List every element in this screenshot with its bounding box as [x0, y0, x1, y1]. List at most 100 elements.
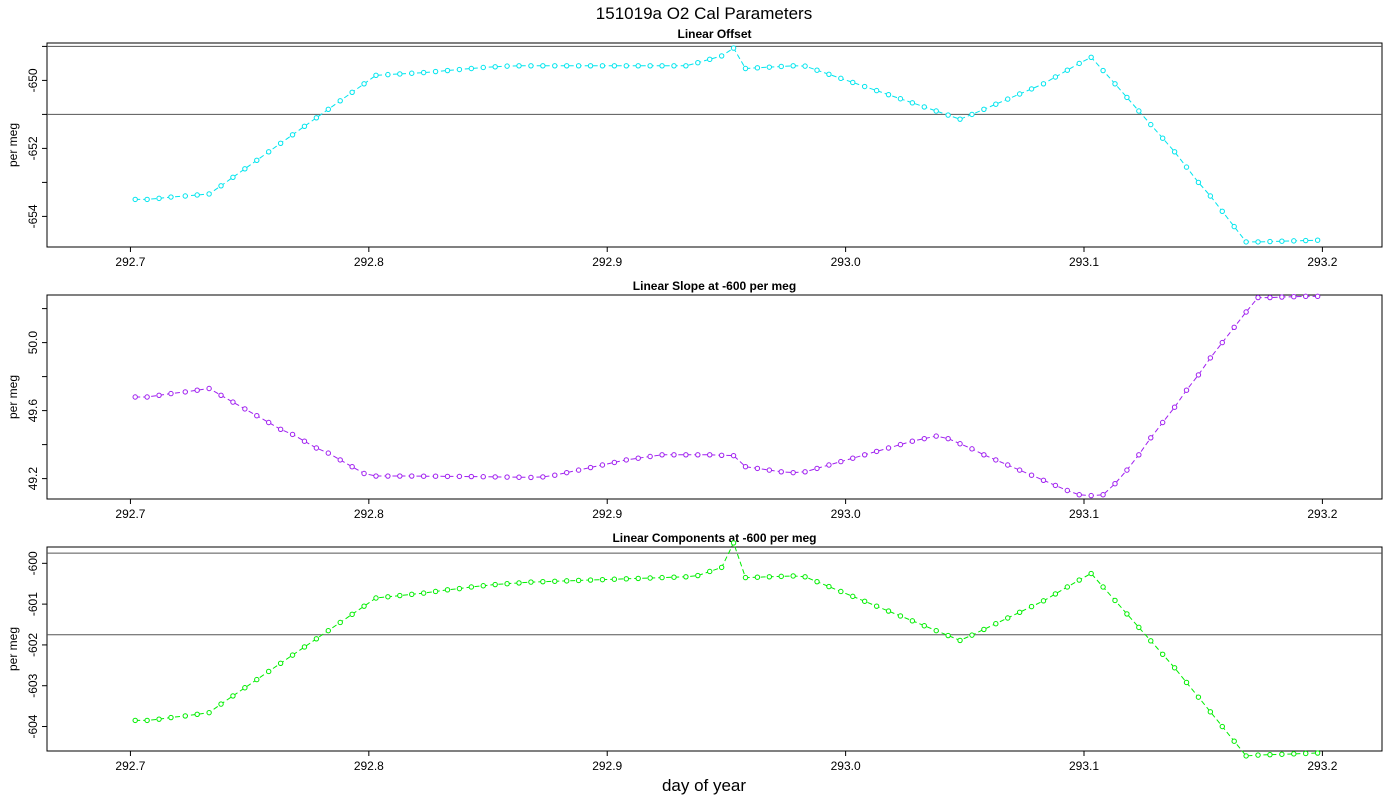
data-point: [432, 473, 439, 479]
data-point: [861, 598, 868, 604]
y-tick-label: 49.6: [26, 399, 40, 423]
data-point: [504, 63, 510, 69]
data-point: [397, 71, 403, 77]
data-point: [873, 87, 880, 94]
data-point: [194, 192, 200, 198]
data-point: [325, 627, 332, 634]
x-tick-label: 292.8: [354, 759, 384, 773]
data-point: [850, 79, 856, 86]
data-point: [1314, 750, 1321, 756]
data-point: [838, 75, 844, 82]
data-point: [885, 91, 892, 98]
data-point: [1243, 309, 1249, 315]
data-point: [611, 576, 618, 582]
data-point: [337, 98, 343, 104]
data-point: [993, 101, 999, 107]
data-point: [254, 413, 260, 419]
data-point: [194, 387, 200, 393]
data-point: [1255, 239, 1261, 245]
data-point: [540, 474, 546, 480]
data-point: [277, 426, 284, 432]
data-point: [385, 71, 391, 78]
x-tick-label: 293.0: [831, 255, 861, 269]
data-point: [1005, 615, 1011, 621]
data-point: [1124, 94, 1130, 101]
data-point: [1255, 294, 1261, 301]
data-point: [897, 613, 904, 619]
data-point: [432, 588, 439, 595]
data-point: [659, 63, 665, 69]
data-point: [1148, 435, 1154, 441]
panel-title: Linear Slope at -600 per meg: [633, 279, 796, 293]
data-point: [981, 452, 987, 458]
data-point: [635, 455, 641, 461]
data-point: [528, 474, 534, 481]
x-tick-label: 293.1: [1069, 759, 1099, 773]
y-tick-label: -602: [26, 633, 40, 657]
plot-frame: [46, 42, 1383, 248]
data-point: [790, 469, 796, 476]
y-tick-label: -650: [26, 68, 40, 92]
data-point: [718, 452, 725, 459]
data-point: [361, 603, 367, 609]
data-point: [969, 446, 975, 452]
data-point: [802, 63, 808, 69]
data-point: [242, 685, 248, 691]
data-point: [921, 104, 927, 110]
data-point: [683, 574, 689, 580]
data-point: [242, 166, 248, 172]
data-point: [814, 578, 820, 585]
data-point: [1243, 239, 1249, 245]
x-tick-label: 292.7: [115, 759, 145, 773]
data-point: [1016, 609, 1023, 615]
data-point: [456, 66, 463, 73]
data-point: [1112, 597, 1118, 604]
data-point: [132, 196, 138, 203]
data-point: [528, 579, 534, 585]
data-point: [850, 455, 856, 461]
data-point: [695, 572, 701, 579]
data-point: [1100, 584, 1106, 590]
data-point: [993, 457, 999, 463]
data-point: [1124, 467, 1130, 473]
data-point: [385, 473, 391, 479]
data-point: [1052, 482, 1059, 489]
data-point: [1005, 96, 1011, 102]
data-point: [1076, 60, 1082, 67]
data-point: [897, 96, 904, 102]
data-point: [933, 108, 939, 114]
data-point: [230, 174, 236, 181]
data-point: [337, 619, 343, 626]
data-point: [242, 406, 248, 412]
data-point: [671, 63, 677, 69]
data-point: [468, 65, 475, 72]
data-point: [969, 111, 975, 118]
x-tick-label: 293.1: [1069, 255, 1099, 269]
data-point: [1267, 751, 1273, 758]
data-point: [1159, 419, 1166, 426]
data-point: [933, 433, 939, 439]
data-point: [1243, 753, 1249, 759]
data-point: [945, 112, 951, 118]
data-point: [1183, 164, 1190, 170]
x-tick-label: 293.2: [1307, 507, 1337, 521]
data-point: [1219, 723, 1225, 730]
data-point: [945, 435, 951, 442]
data-point: [981, 626, 987, 633]
data-point: [742, 464, 749, 470]
plot-frame: [46, 294, 1383, 500]
data-point: [552, 578, 558, 584]
data-point: [1207, 355, 1214, 361]
data-point: [313, 115, 320, 121]
data-point: [921, 623, 927, 629]
data-point: [1148, 121, 1154, 128]
data-point: [397, 592, 403, 599]
x-tick-label: 292.7: [115, 255, 145, 269]
data-point: [1267, 294, 1273, 301]
data-point: [156, 195, 162, 202]
y-tick-label: -652: [26, 136, 40, 160]
data-point: [850, 593, 856, 600]
data-point: [1314, 293, 1321, 300]
x-tick-label: 292.9: [592, 759, 622, 773]
data-point: [230, 693, 236, 699]
